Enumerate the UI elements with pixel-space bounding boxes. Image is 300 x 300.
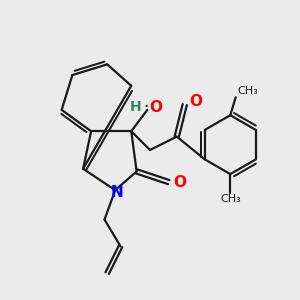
Text: H: H (130, 100, 141, 114)
Text: CH₃: CH₃ (220, 194, 241, 204)
Text: CH₃: CH₃ (237, 86, 258, 96)
Text: O: O (189, 94, 202, 109)
Text: O: O (173, 175, 186, 190)
Text: O: O (149, 100, 162, 115)
Text: N: N (110, 185, 123, 200)
Text: ·: · (143, 98, 148, 116)
